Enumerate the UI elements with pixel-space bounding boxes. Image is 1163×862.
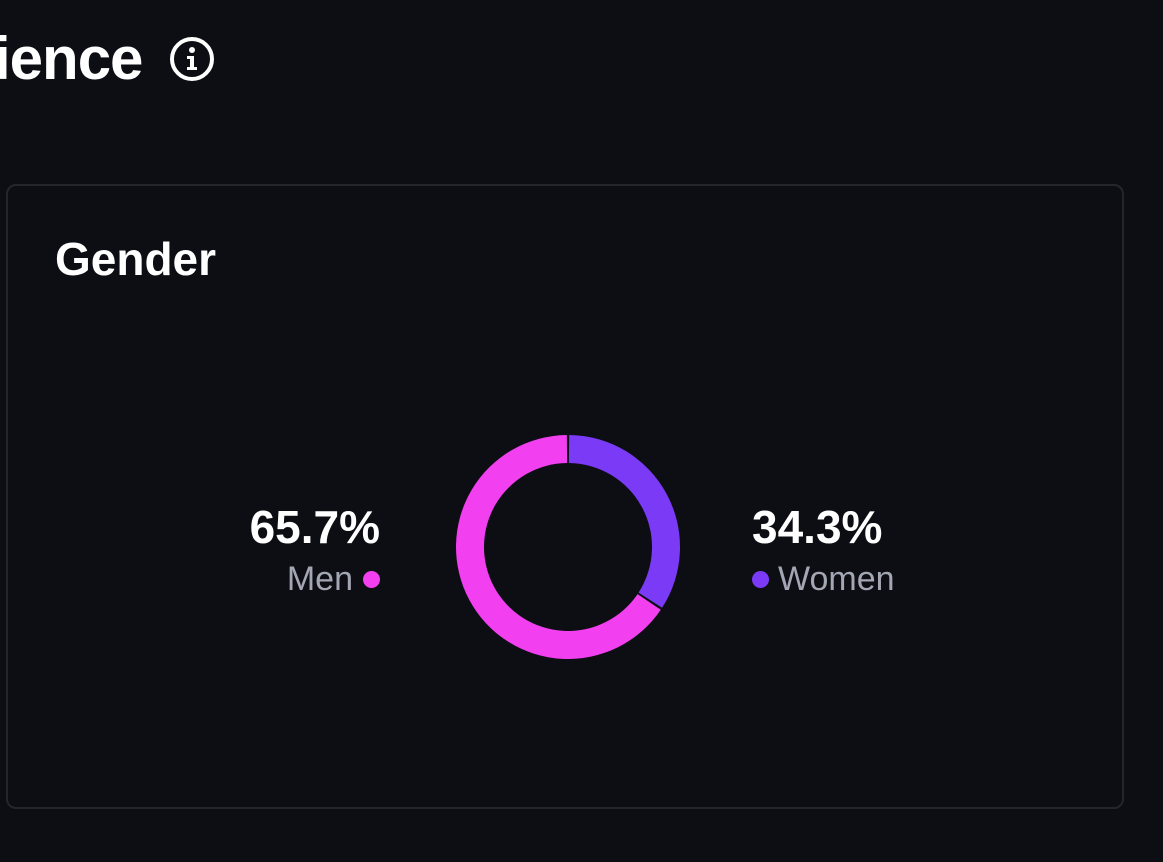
men-legend-dot <box>363 570 380 588</box>
gender-donut-chart <box>456 435 680 659</box>
section-header: ience <box>0 24 216 94</box>
info-icon[interactable] <box>168 35 216 83</box>
women-slice[interactable] <box>568 435 680 608</box>
women-percentage: 34.3% <box>752 501 883 553</box>
women-legend-dot <box>752 570 769 588</box>
section-title: ience <box>0 25 143 92</box>
men-percentage: 65.7% <box>249 501 380 553</box>
women-label: Women <box>778 560 895 598</box>
women-stat: 34.3% Women <box>752 504 895 596</box>
men-stat: 65.7% Men <box>250 504 380 596</box>
men-label: Men <box>286 560 353 598</box>
men-legend: Men <box>250 562 380 596</box>
gender-card: Gender 65.7% Men 34.3% Women <box>6 184 1124 809</box>
card-title: Gender <box>55 233 217 285</box>
women-legend: Women <box>752 562 895 596</box>
